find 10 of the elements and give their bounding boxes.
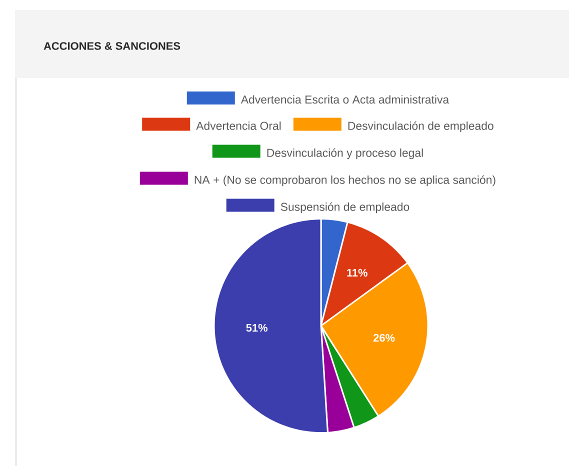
chart-title: ACCIONES & SANCIONES: [44, 42, 180, 50]
legend-label: Advertencia Escrita o Acta administrativa: [240, 95, 450, 104]
data-label: 26%: [373, 334, 395, 342]
legend-label: Suspensión de empleado: [280, 202, 410, 214]
data-label: 51%: [246, 324, 268, 332]
legend-label: Desvinculación de empleado: [348, 121, 494, 132]
data-label: 11%: [347, 268, 368, 277]
legend-label: Advertencia Oral: [196, 122, 281, 130]
legend-label: NA + (No se comprobaron los hechos no se aplica sanción): [194, 175, 496, 186]
legend-label: Desvinculación y proceso legal: [267, 148, 423, 160]
